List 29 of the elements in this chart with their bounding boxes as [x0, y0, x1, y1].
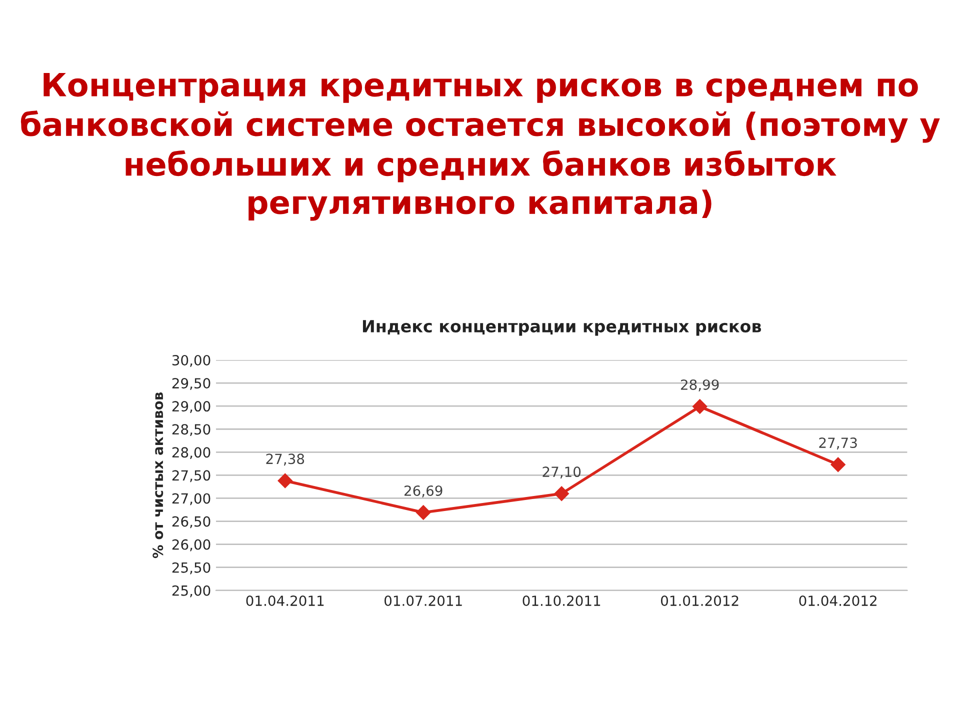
- y-tick-label: 30,00: [172, 354, 210, 367]
- y-tick-label: 27,50: [172, 470, 210, 482]
- data-label: 28,99: [680, 379, 719, 392]
- x-tick-label: 01.04.2011: [246, 596, 324, 606]
- x-tick-label: 01.07.2011: [384, 596, 462, 606]
- y-axis-title: % от чистых активов: [152, 392, 164, 558]
- data-label: 27,38: [266, 454, 304, 466]
- y-tick-label: 25,00: [172, 585, 210, 598]
- y-tick-label: 27,00: [172, 493, 210, 506]
- point: [830, 457, 846, 472]
- point: [416, 505, 431, 520]
- data-label: 27,10: [542, 466, 581, 478]
- point: [692, 399, 708, 414]
- chart-title: Концентрация кредитных рисков в среднем по банковской системе остается высокой (поэтому у небольших и средних банков избыток регулятивного капитала): [20, 72, 940, 221]
- data-label: 26,69: [404, 485, 442, 498]
- x-tick-label: 01.01.2012: [660, 596, 738, 606]
- data-label: 27,73: [819, 438, 857, 450]
- y-tick-label: 28,00: [172, 447, 210, 460]
- x-tick-label: 01.04.2012: [799, 596, 876, 606]
- chart-subtitle: Индекс концентрации кредитных рисков: [362, 320, 762, 336]
- x-tick-label: 01.10.2011: [522, 596, 600, 606]
- y-tick-label: 26,50: [172, 516, 210, 528]
- y-tick-label: 25,50: [172, 562, 210, 574]
- y-tick-label: 28,50: [172, 424, 210, 436]
- y-tick-label: 29,50: [172, 378, 210, 390]
- y-tick-label: 29,00: [172, 401, 210, 413]
- point: [554, 486, 569, 502]
- y-tick-label: 26,00: [172, 539, 210, 552]
- point: [278, 473, 293, 488]
